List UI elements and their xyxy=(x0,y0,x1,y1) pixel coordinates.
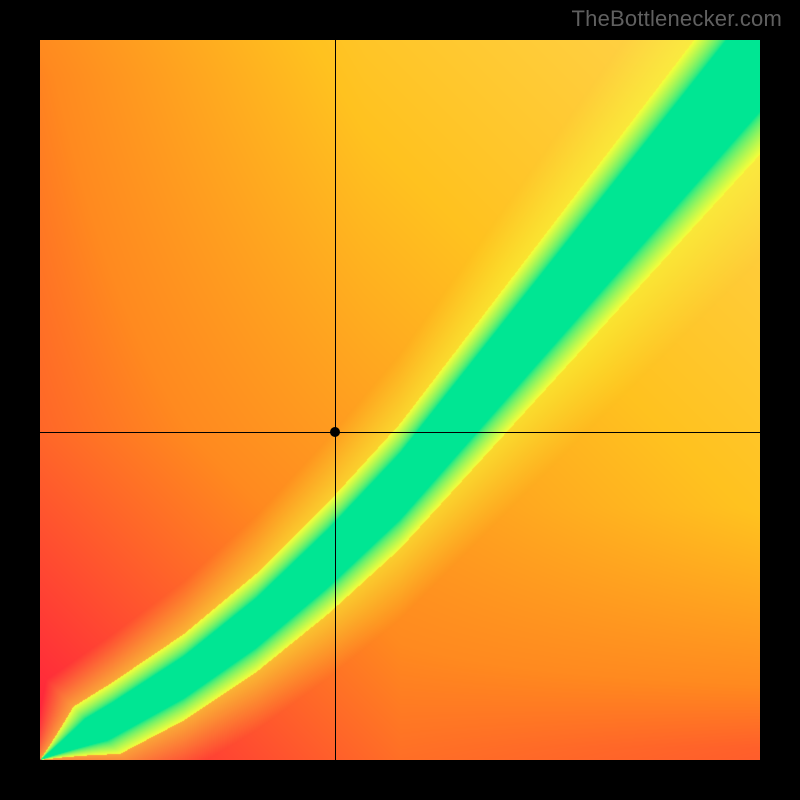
chart-container: TheBottlenecker.com xyxy=(0,0,800,800)
crosshair-marker xyxy=(330,427,340,437)
watermark-text: TheBottlenecker.com xyxy=(572,6,782,32)
crosshair-vertical xyxy=(335,40,336,760)
crosshair-horizontal xyxy=(40,432,760,433)
bottleneck-heatmap xyxy=(40,40,760,760)
